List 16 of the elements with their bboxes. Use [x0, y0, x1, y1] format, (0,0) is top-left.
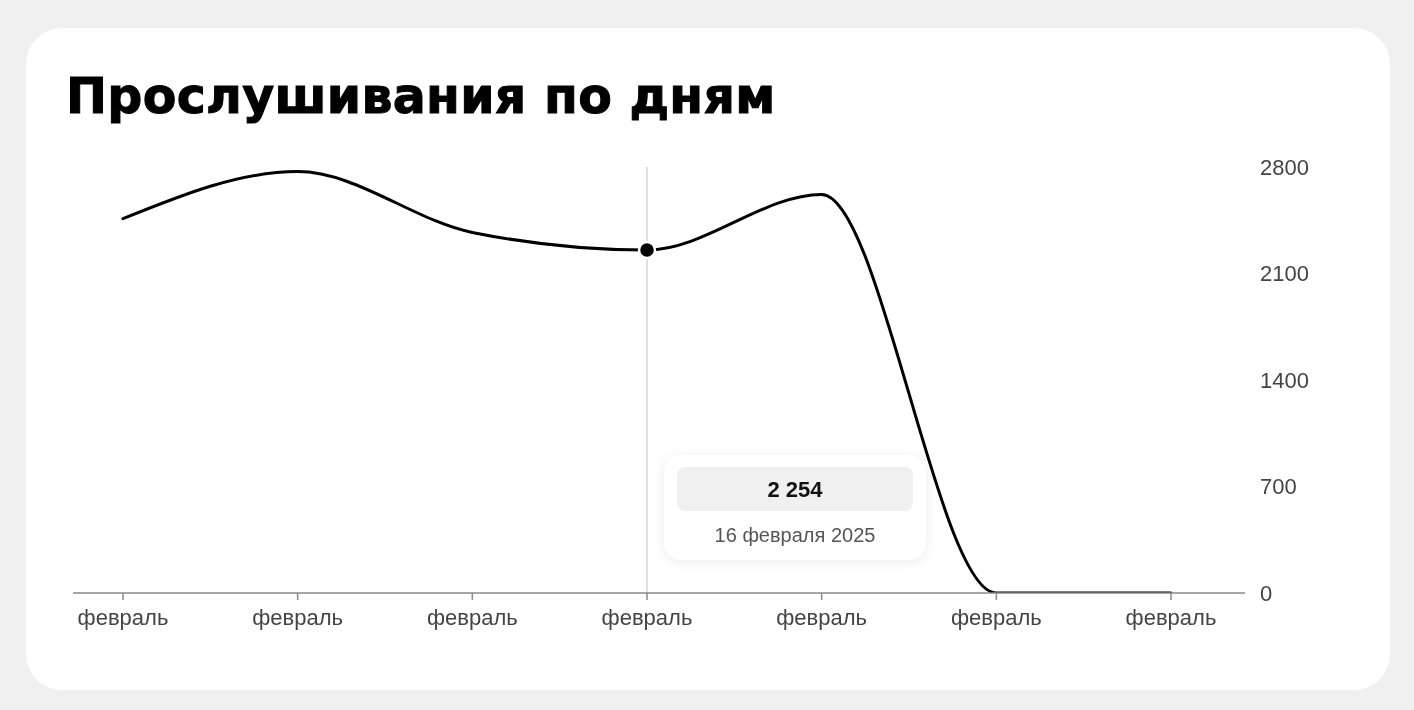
annotation: 2 254	[767, 476, 824, 502]
x-tick-label: февраль	[1125, 604, 1217, 630]
x-tick-label: февраль	[776, 604, 868, 630]
chart-title: Прослушивания по дням	[66, 68, 776, 126]
y-tick-label: 2800	[1260, 154, 1309, 180]
annotation: 16 февраля 2025	[714, 524, 876, 546]
x-tick-label: февраль	[77, 604, 169, 630]
x-tick-label: февраль	[601, 604, 693, 630]
x-tick-label: февраль	[252, 604, 344, 630]
x-tick-label: февраль	[426, 604, 518, 630]
y-tick-label: 0	[1260, 580, 1273, 606]
y-tick-label: 2100	[1260, 261, 1309, 287]
y-tick-label: 700	[1260, 474, 1297, 500]
tooltip-card: 2 254 16 февраля 2025	[664, 455, 926, 560]
x-tick-label: февраль	[950, 604, 1042, 630]
y-tick-label: 1400	[1260, 367, 1309, 393]
